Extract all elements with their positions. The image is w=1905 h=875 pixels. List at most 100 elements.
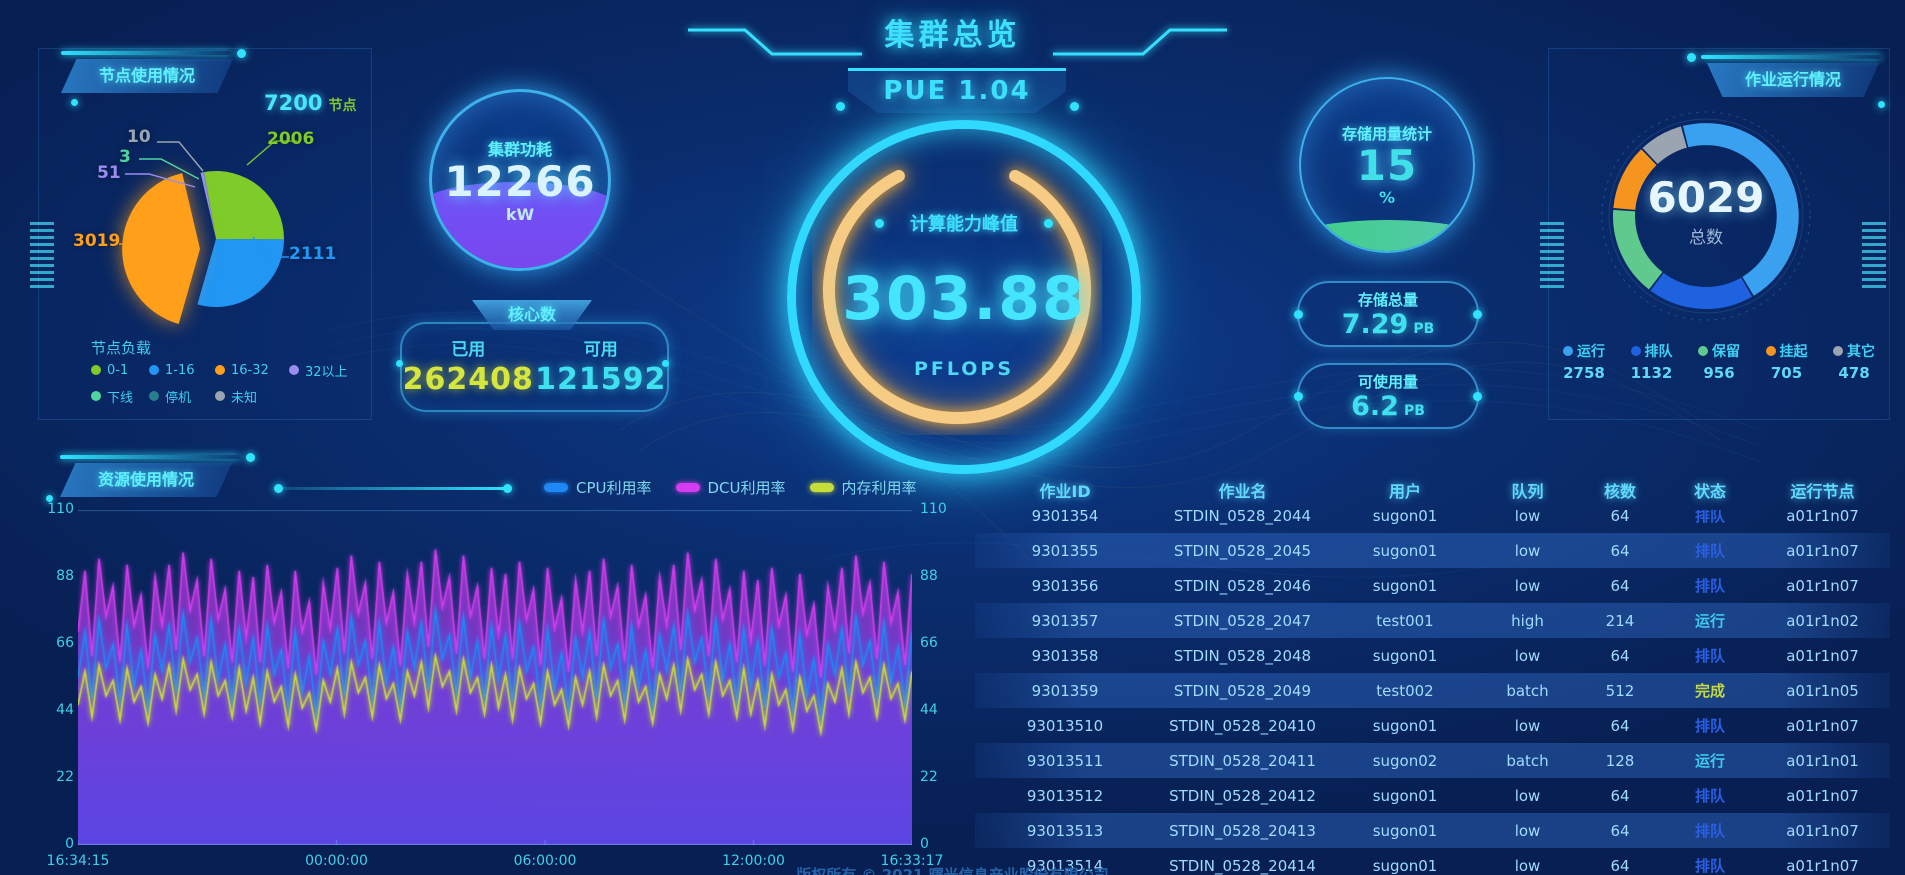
cell-状态: 排队: [1694, 577, 1725, 595]
cell-用户: sugon01: [1372, 646, 1438, 665]
cell-用户: test002: [1376, 681, 1434, 700]
cell-运行节点: a01r1n07: [1786, 576, 1859, 595]
cell-核数: 512: [1605, 681, 1635, 700]
node-legend-item-下线[interactable]: 下线: [91, 387, 149, 406]
pie-slice-2111[interactable]: [197, 239, 284, 307]
node-legend-item-0-1[interactable]: 0-1: [91, 363, 149, 378]
cell-状态: 排队: [1694, 510, 1725, 525]
table-row-9301355[interactable]: 9301355 STDIN_0528_2045 sugon01 low 64 排队 a01r…: [975, 533, 1890, 568]
cell-状态: 完成: [1694, 682, 1725, 700]
zigzag-line-right-icon: [1053, 28, 1227, 56]
table-row-9301354[interactable]: 9301354 STDIN_0528_2044 sugon01 low 64 排队 a01r…: [975, 510, 1890, 533]
cell-作业名: STDIN_0528_2044: [1173, 510, 1312, 525]
y-axis-tick-left-22: 22: [56, 769, 74, 785]
table-header-状态: 状态: [1693, 482, 1726, 501]
pie-slice-3[interactable]: [203, 172, 216, 239]
table-row-93013512[interactable]: 93013512 STDIN_0528_20412 sugon01 low 64 排队 a0…: [975, 778, 1890, 813]
legend-swatch-icon: [544, 483, 568, 492]
resource-panel: 资源使用情况 CPU利用率 DCU利用率 内存利用率 0 0 22 22 44 44 66 66 8…: [30, 453, 975, 875]
table-header-核数: 核数: [1603, 482, 1636, 501]
cell-状态: 运行: [1694, 612, 1725, 630]
cell-核数: 64: [1610, 856, 1630, 875]
table-row-9301356[interactable]: 9301356 STDIN_0528_2046 sugon01 low 64 排队 a01r…: [975, 568, 1890, 603]
pie-leader-line: [125, 173, 196, 188]
node-legend-item-停机[interactable]: 停机: [149, 387, 215, 406]
zigzag-line-left-icon: [688, 28, 862, 56]
table-row-9301357[interactable]: 9301357 STDIN_0528_2047 test001 high 214 运行 a0…: [975, 603, 1890, 638]
node-legend-item-1-16[interactable]: 1-16: [149, 363, 215, 378]
pue-banner: PUE 1.04: [848, 68, 1066, 113]
legend-dot-icon: [1698, 346, 1708, 356]
cell-状态: 排队: [1694, 647, 1725, 665]
resource-utilization-chart[interactable]: [78, 510, 912, 845]
cell-作业ID: 9301359: [1031, 681, 1099, 700]
pue-dot-right: [1070, 102, 1079, 111]
jobs-legend-item-运行[interactable]: 运行 2758: [1563, 344, 1605, 382]
donut-slice-挂起[interactable]: [1613, 149, 1657, 211]
jobs-panel-title: 作业运行情况: [1707, 63, 1879, 97]
cores-used-value: 262408: [402, 362, 534, 397]
storage-percent-unit: %: [1378, 188, 1396, 208]
table-row-93013511[interactable]: 93013511 STDIN_0528_20411 sugon02 batch 128 运…: [975, 743, 1890, 778]
resource-accent-dot2: [46, 495, 53, 502]
jobs-legend-item-保留[interactable]: 保留 956: [1698, 341, 1740, 382]
table-row-93013510[interactable]: 93013510 STDIN_0528_20410 sugon01 low 64 排队 a0…: [975, 708, 1890, 743]
node-legend-item-32以上[interactable]: 32以上: [289, 361, 369, 380]
storage-available-dot-left: [1294, 392, 1303, 401]
table-row-9301359[interactable]: 9301359 STDIN_0528_2049 test002 batch 512 完成 a…: [975, 673, 1890, 708]
barcode-decoration-left: [30, 222, 54, 290]
cell-状态: 排队: [1694, 787, 1725, 805]
table-row-93013514[interactable]: 93013514 STDIN_0528_20414 sugon01 low 64 排队 a0…: [975, 848, 1890, 875]
node-legend-item-未知[interactable]: 未知: [215, 387, 289, 406]
jobs-legend-item-其它[interactable]: 其它 478: [1833, 341, 1875, 382]
pie-slice-2006[interactable]: [204, 170, 285, 240]
jobs-legend-item-挂起[interactable]: 挂起 705: [1765, 341, 1808, 382]
table-header-运行节点: 运行节点: [1790, 482, 1855, 501]
cell-用户: sugon01: [1372, 786, 1438, 805]
table-header-作业名: 作业名: [1218, 482, 1267, 501]
pie-slice-51[interactable]: [200, 172, 217, 239]
compute-gauge-content: 计算能力峰值 303.88 PFLOPS: [787, 150, 1141, 380]
cell-用户: sugon01: [1372, 821, 1438, 840]
copyright-footer: 版权所有 © 2021 曙光信息产业股份有限公司: [796, 866, 1109, 875]
cell-队列: low: [1514, 856, 1541, 875]
jobs-legend-item-排队[interactable]: 排队 1132: [1630, 344, 1673, 382]
jobs-table: 作业ID 作业名 用户 队列 核数 状态 运行节点 9301354 STDIN_0528_20…: [975, 478, 1890, 875]
pie-slice-3019[interactable]: [122, 173, 200, 324]
jobs-donut-chart[interactable]: [1591, 101, 1821, 331]
legend-swatch-icon: [675, 483, 700, 492]
jobs-legend-value: 956: [1703, 364, 1735, 382]
table-row-93013513[interactable]: 93013513 STDIN_0528_20413 sugon01 low 64 排队 a0…: [975, 813, 1890, 848]
donut-slice-其它[interactable]: [1642, 126, 1688, 165]
power-value: 12266: [444, 157, 596, 207]
cell-作业ID: 93013513: [1026, 821, 1104, 840]
node-load-pie-chart[interactable]: [39, 79, 371, 379]
cell-作业ID: 93013514: [1026, 856, 1104, 875]
resource-legend-item-内存利用率[interactable]: 内存利用率: [786, 477, 917, 498]
power-unit: kW: [505, 204, 535, 224]
resource-legend-item-DCU利用率[interactable]: DCU利用率: [652, 477, 786, 498]
cell-作业ID: 9301354: [1031, 510, 1099, 525]
cores-dot-left: [396, 360, 403, 367]
cell-队列: low: [1514, 716, 1541, 735]
node-total: 7200 节点: [264, 91, 357, 115]
node-legend-item-16-32[interactable]: 16-32: [215, 363, 289, 378]
resource-legend-item-CPU利用率[interactable]: CPU利用率: [520, 477, 652, 498]
cell-状态: 排队: [1694, 822, 1725, 840]
jobs-legend-value: 478: [1838, 364, 1870, 382]
resource-accent-dot: [246, 453, 255, 462]
cell-状态: 排队: [1694, 717, 1725, 735]
power-title: 集群功耗: [487, 140, 552, 160]
table-row-9301358[interactable]: 9301358 STDIN_0528_2048 sugon01 low 64 排队 a01r…: [975, 638, 1890, 673]
cell-运行节点: a01r1n07: [1786, 716, 1859, 735]
gauge-dot-right: [1044, 218, 1053, 228]
cell-核数: 64: [1610, 786, 1630, 805]
cell-核数: 64: [1610, 541, 1630, 560]
barcode-decoration-jobs-right: [1862, 222, 1886, 290]
donut-slice-保留[interactable]: [1613, 209, 1663, 290]
donut-slice-运行[interactable]: [1682, 123, 1799, 296]
pie-slice-10[interactable]: [203, 172, 216, 239]
cell-核数: 214: [1605, 611, 1635, 630]
donut-slice-排队[interactable]: [1650, 272, 1753, 309]
